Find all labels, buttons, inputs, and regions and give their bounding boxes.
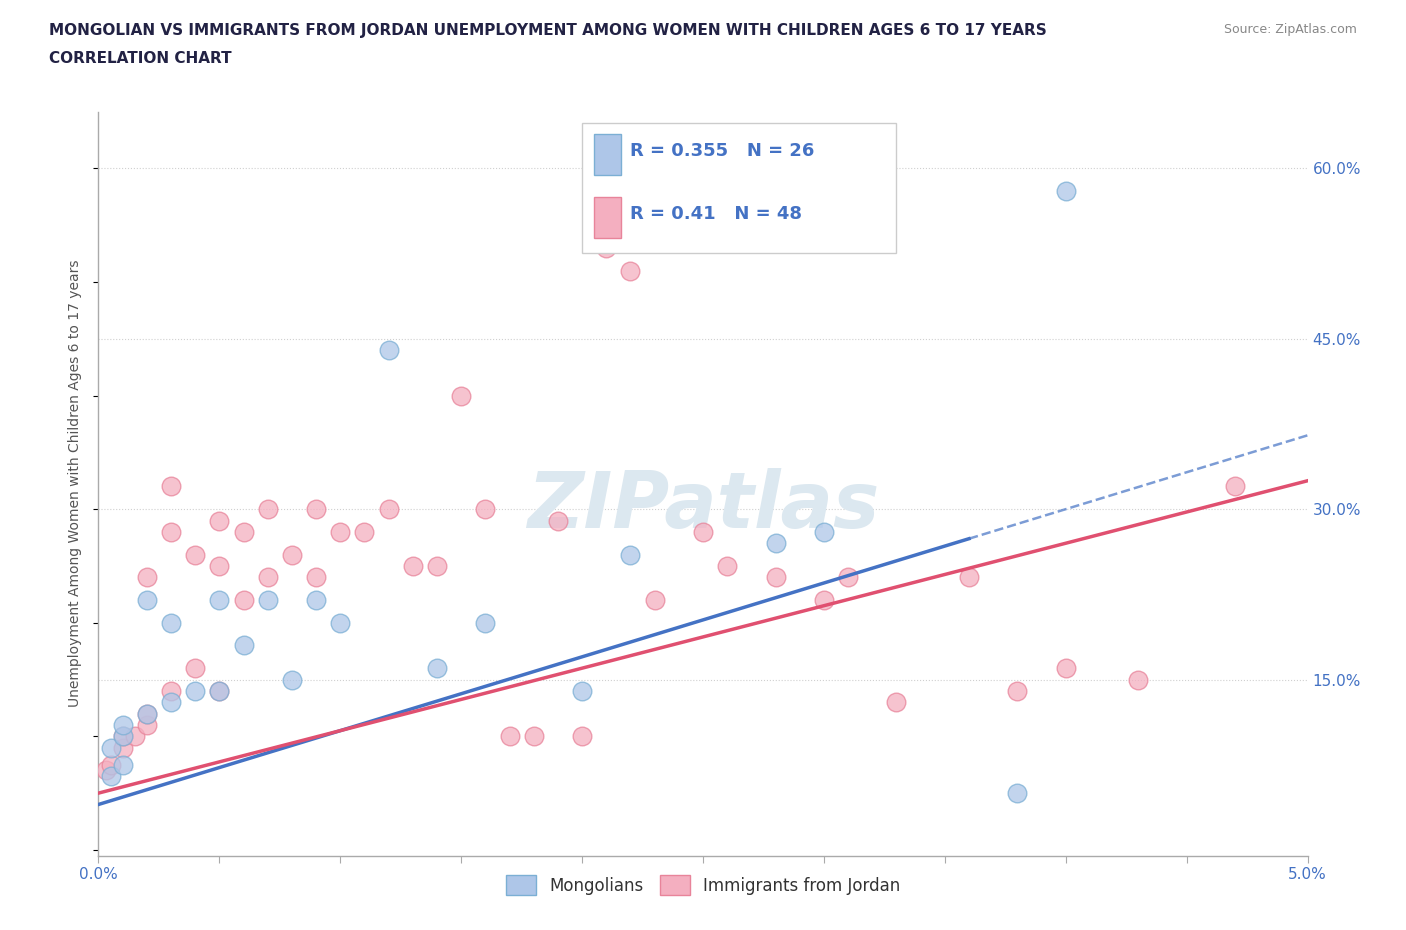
- Point: [619, 547, 641, 562]
- Point: [305, 592, 328, 607]
- Point: [329, 525, 352, 539]
- Point: [135, 718, 157, 733]
- Point: [474, 616, 496, 631]
- Point: [644, 592, 666, 607]
- Text: MONGOLIAN VS IMMIGRANTS FROM JORDAN UNEMPLOYMENT AMONG WOMEN WITH CHILDREN AGES : MONGOLIAN VS IMMIGRANTS FROM JORDAN UNEM…: [49, 23, 1047, 38]
- Point: [94, 763, 117, 777]
- Point: [571, 684, 593, 698]
- Text: R = 0.355   N = 26: R = 0.355 N = 26: [630, 142, 815, 160]
- Point: [184, 660, 207, 675]
- Point: [232, 592, 254, 607]
- Point: [208, 684, 231, 698]
- Point: [160, 479, 183, 494]
- Point: [886, 695, 908, 710]
- Point: [716, 559, 738, 574]
- Point: [184, 684, 207, 698]
- Point: [208, 513, 231, 528]
- Point: [184, 547, 207, 562]
- Point: [111, 729, 134, 744]
- Point: [111, 718, 134, 733]
- Point: [957, 570, 980, 585]
- Point: [498, 729, 520, 744]
- Point: [1007, 786, 1029, 801]
- Y-axis label: Unemployment Among Women with Children Ages 6 to 17 years: Unemployment Among Women with Children A…: [69, 259, 83, 708]
- Point: [1054, 660, 1077, 675]
- Point: [837, 570, 859, 585]
- Point: [813, 525, 835, 539]
- Point: [160, 684, 183, 698]
- Point: [208, 559, 231, 574]
- Point: [813, 592, 835, 607]
- Point: [160, 695, 183, 710]
- Point: [523, 729, 546, 744]
- Point: [329, 616, 352, 631]
- Bar: [595, 134, 621, 175]
- Point: [1054, 183, 1077, 198]
- Point: [305, 501, 328, 516]
- Point: [256, 570, 278, 585]
- Point: [377, 501, 399, 516]
- Point: [160, 616, 183, 631]
- Point: [135, 592, 157, 607]
- Point: [765, 570, 787, 585]
- Point: [256, 501, 278, 516]
- Point: [160, 525, 183, 539]
- Point: [1223, 479, 1246, 494]
- Point: [1128, 672, 1150, 687]
- Point: [100, 769, 122, 784]
- Point: [100, 740, 122, 755]
- Point: [377, 342, 399, 357]
- Text: CORRELATION CHART: CORRELATION CHART: [49, 51, 232, 66]
- Point: [232, 638, 254, 653]
- Point: [135, 570, 157, 585]
- Text: Source: ZipAtlas.com: Source: ZipAtlas.com: [1223, 23, 1357, 36]
- Point: [111, 729, 134, 744]
- Point: [256, 592, 278, 607]
- Point: [111, 740, 134, 755]
- Point: [353, 525, 375, 539]
- Point: [474, 501, 496, 516]
- Point: [232, 525, 254, 539]
- Point: [135, 706, 157, 721]
- Point: [619, 263, 641, 278]
- Point: [595, 241, 617, 256]
- Point: [124, 729, 146, 744]
- Text: R = 0.41   N = 48: R = 0.41 N = 48: [630, 205, 803, 222]
- Point: [305, 570, 328, 585]
- Point: [100, 757, 122, 772]
- FancyBboxPatch shape: [582, 123, 897, 253]
- Point: [135, 706, 157, 721]
- Point: [402, 559, 425, 574]
- Point: [281, 672, 304, 687]
- Bar: [595, 197, 621, 238]
- Point: [426, 559, 449, 574]
- Text: ZIPatlas: ZIPatlas: [527, 468, 879, 544]
- Point: [571, 729, 593, 744]
- Point: [1007, 684, 1029, 698]
- Point: [426, 660, 449, 675]
- Point: [111, 757, 134, 772]
- Point: [765, 536, 787, 551]
- Point: [208, 592, 231, 607]
- Point: [281, 547, 304, 562]
- Legend: Mongolians, Immigrants from Jordan: Mongolians, Immigrants from Jordan: [498, 867, 908, 903]
- Point: [450, 388, 472, 403]
- Point: [208, 684, 231, 698]
- Point: [547, 513, 569, 528]
- Point: [692, 525, 714, 539]
